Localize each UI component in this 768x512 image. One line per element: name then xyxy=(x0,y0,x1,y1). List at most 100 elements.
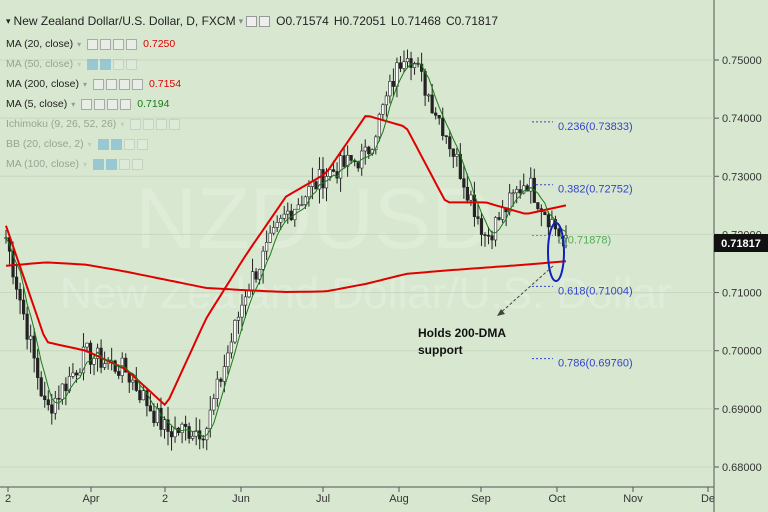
ohlc-o: O0.71574 xyxy=(276,14,329,28)
close-icon[interactable] xyxy=(131,158,143,170)
legend-row[interactable]: MA (20, close) ▾ 0.7250 xyxy=(6,34,182,54)
candle xyxy=(243,290,248,318)
chevron-down-icon[interactable]: ▾ xyxy=(82,79,87,89)
legend-row[interactable]: MA (200, close) ▾ 0.7154 xyxy=(6,74,182,94)
close-icon[interactable] xyxy=(169,118,181,130)
candle xyxy=(363,139,367,165)
time-tick-label: Apr xyxy=(82,493,99,505)
add-icon[interactable] xyxy=(123,138,135,150)
close-icon[interactable] xyxy=(126,38,138,50)
close-icon[interactable] xyxy=(120,98,132,110)
price-tick-label: 0.70000 xyxy=(722,346,762,358)
ma-200-line xyxy=(5,260,567,294)
candle xyxy=(14,263,19,300)
time-tick-label: Aug xyxy=(389,493,409,505)
settings-icon[interactable] xyxy=(105,158,117,170)
last-price-label: 0.71817 xyxy=(721,238,761,250)
annotation-arrow xyxy=(496,265,554,317)
settings-icon[interactable] xyxy=(94,98,106,110)
candle xyxy=(176,426,181,436)
legend-row[interactable]: MA (100, close) ▾ xyxy=(6,154,182,174)
candle xyxy=(515,185,519,204)
candle xyxy=(543,211,547,216)
candle xyxy=(497,211,501,221)
candle xyxy=(141,385,145,401)
close-icon[interactable] xyxy=(131,78,143,90)
candle xyxy=(486,226,491,245)
candle xyxy=(60,383,64,405)
candle xyxy=(377,112,381,142)
eye-icon[interactable] xyxy=(81,98,93,110)
add-icon[interactable] xyxy=(118,78,130,90)
chevron-down-icon[interactable]: ▾ xyxy=(77,39,82,49)
candle xyxy=(53,390,57,420)
candle xyxy=(272,220,276,236)
add-icon[interactable] xyxy=(156,118,168,130)
legend-row[interactable]: MA (5, close) ▾ 0.7194 xyxy=(6,94,182,114)
candle xyxy=(240,294,244,331)
close-icon[interactable] xyxy=(136,138,148,150)
legend-label: Ichimoku (9, 26, 52, 26) xyxy=(6,118,117,130)
chevron-down-icon[interactable]: ▾ xyxy=(238,15,244,26)
eye-icon[interactable] xyxy=(87,38,99,50)
price-axis[interactable]: 0.750000.740000.730000.720000.710000.700… xyxy=(714,55,762,474)
eye-icon[interactable] xyxy=(246,15,258,27)
last-price-box xyxy=(714,234,768,252)
settings-icon[interactable] xyxy=(110,138,122,150)
candle xyxy=(81,333,86,381)
add-icon[interactable] xyxy=(113,38,125,50)
candle xyxy=(307,180,311,207)
chevron-down-icon[interactable]: ▾ xyxy=(82,159,87,169)
candle xyxy=(532,168,536,203)
eye-icon[interactable] xyxy=(97,138,109,150)
ohlc-h: H0.72051 xyxy=(333,14,386,28)
candle xyxy=(148,393,153,412)
eye-icon[interactable] xyxy=(87,58,99,70)
legend-row[interactable]: MA (50, close) ▾ xyxy=(6,54,182,74)
candle xyxy=(314,179,318,190)
candle xyxy=(536,202,540,212)
candle xyxy=(479,212,484,247)
candle xyxy=(321,157,325,199)
legend-row[interactable]: BB (20, close, 2) ▾ xyxy=(6,134,182,154)
settings-icon[interactable] xyxy=(259,15,271,27)
candle xyxy=(152,403,156,427)
chevron-down-icon[interactable]: ▾ xyxy=(77,59,82,69)
candle xyxy=(191,431,195,441)
candle xyxy=(180,422,184,444)
chevron-down-icon[interactable]: ▾ xyxy=(87,139,92,149)
candle xyxy=(465,173,469,204)
add-icon[interactable] xyxy=(118,158,130,170)
candle xyxy=(483,232,487,247)
candle xyxy=(229,333,234,359)
settings-icon[interactable] xyxy=(100,58,112,70)
time-tick-label: Oct xyxy=(548,493,565,505)
legend-value: 0.7154 xyxy=(148,78,182,90)
settings-icon[interactable] xyxy=(143,118,155,130)
candle xyxy=(18,282,22,315)
add-icon[interactable] xyxy=(113,58,125,70)
close-icon[interactable] xyxy=(126,58,138,70)
symbol-title[interactable]: New Zealand Dollar/U.S. Dollar, D, FXCM xyxy=(13,14,236,28)
add-icon[interactable] xyxy=(107,98,119,110)
chevron-down-icon[interactable]: ▾ xyxy=(71,99,76,109)
settings-icon[interactable] xyxy=(100,38,112,50)
legend-row[interactable]: Ichimoku (9, 26, 52, 26) ▾ xyxy=(6,114,182,134)
settings-icon[interactable] xyxy=(105,78,117,90)
eye-icon[interactable] xyxy=(130,118,142,130)
candle xyxy=(187,422,191,444)
candle xyxy=(286,202,290,224)
collapse-icon[interactable]: ▾ xyxy=(6,15,11,26)
candle xyxy=(381,103,385,121)
chevron-down-icon[interactable]: ▾ xyxy=(120,119,125,129)
candle xyxy=(127,371,131,393)
eye-icon[interactable] xyxy=(92,158,104,170)
legend-label: MA (5, close) xyxy=(6,98,68,110)
time-axis[interactable]: 2 Apr 2 Jun Jul Aug Sep Oct Nov De xyxy=(5,487,715,505)
time-tick-label: Nov xyxy=(623,493,643,505)
ma-20-line xyxy=(5,115,567,407)
eye-icon[interactable] xyxy=(92,78,104,90)
candle xyxy=(395,57,399,98)
